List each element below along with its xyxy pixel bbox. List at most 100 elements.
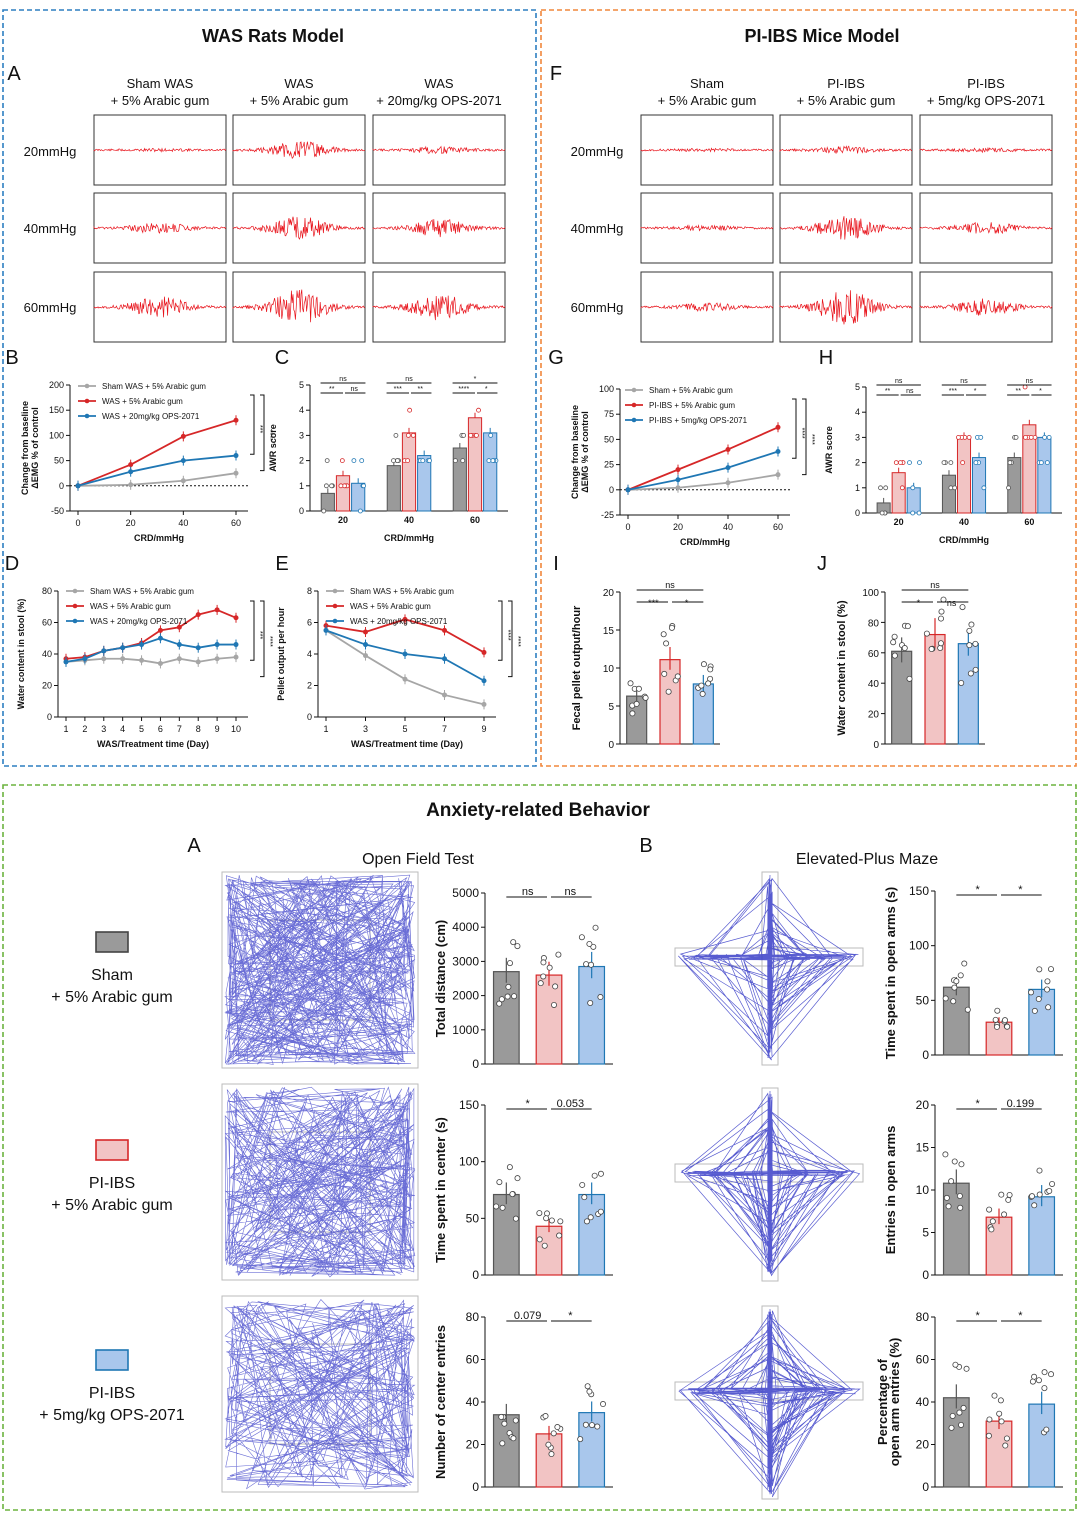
data-dot bbox=[488, 432, 494, 438]
group-label: + 5% Arabic gum bbox=[797, 93, 896, 108]
panel-letter: E bbox=[275, 553, 288, 575]
sig-label: 0.053 bbox=[557, 1098, 585, 1110]
y-tick-label: 20 bbox=[603, 588, 615, 599]
y-axis-label: ΔEMG % of control bbox=[580, 411, 590, 492]
data-dot bbox=[633, 700, 640, 707]
data-dot bbox=[907, 460, 912, 466]
chart-J: 0 20 40 60 80 100 Water content in stool (%) ns… bbox=[836, 580, 985, 751]
data-dot bbox=[588, 961, 595, 968]
data-point bbox=[481, 678, 487, 684]
data-dot bbox=[504, 993, 511, 1000]
sig-label: * bbox=[685, 598, 689, 608]
data-dot bbox=[699, 690, 706, 697]
epm-track bbox=[680, 1090, 861, 1277]
data-dot bbox=[1001, 1211, 1008, 1218]
panel-letter: B bbox=[639, 835, 652, 857]
y-tick-label: 100 bbox=[909, 939, 929, 953]
group-label: + 5% Arabic gum bbox=[250, 93, 349, 108]
x-tick-label: 3 bbox=[101, 724, 106, 734]
y-tick-label: 4 bbox=[855, 407, 860, 417]
data-dot bbox=[949, 1412, 956, 1419]
sig-label: * bbox=[1018, 884, 1023, 896]
data-point bbox=[176, 656, 182, 662]
data-point bbox=[363, 629, 368, 635]
data-dot bbox=[1041, 1385, 1048, 1392]
data-dot bbox=[405, 458, 411, 464]
data-point bbox=[442, 656, 447, 662]
y-tick-label: 10 bbox=[603, 664, 615, 675]
data-dot bbox=[1044, 460, 1050, 466]
data-dot bbox=[952, 485, 958, 491]
data-dot bbox=[1002, 1442, 1009, 1449]
data-dot bbox=[506, 960, 513, 967]
data-dot bbox=[453, 458, 458, 464]
data-dot bbox=[627, 680, 634, 687]
sig-label: *** bbox=[648, 598, 659, 608]
legend-label: WAS + 5% Arabic gum bbox=[350, 602, 431, 611]
sig-label: *** bbox=[256, 631, 263, 639]
data-dot bbox=[323, 483, 329, 489]
emg-trace bbox=[93, 296, 227, 318]
y-tick-label: 2 bbox=[855, 458, 860, 468]
data-point bbox=[442, 692, 447, 698]
open-field-track bbox=[224, 1086, 416, 1278]
data-point bbox=[402, 616, 408, 622]
data-dot bbox=[951, 1158, 958, 1165]
y-tick-label: 100 bbox=[862, 588, 879, 599]
x-tick-label: 60 bbox=[1024, 517, 1034, 527]
panel-letter: A bbox=[187, 835, 201, 857]
y-tick-label: 0 bbox=[855, 508, 860, 518]
legend-label: PI-IBS + 5mg/kg OPS-2071 bbox=[649, 416, 748, 425]
y-tick-label: 2 bbox=[299, 456, 304, 466]
data-point bbox=[363, 642, 368, 648]
data-point bbox=[481, 701, 487, 707]
data-dot bbox=[509, 1191, 516, 1198]
data-dot bbox=[958, 1421, 965, 1428]
data-dot bbox=[989, 1218, 996, 1225]
emg-trace bbox=[640, 147, 774, 153]
pressure-label: 40mmHg bbox=[24, 221, 77, 236]
data-dot bbox=[1007, 460, 1013, 466]
data-dot bbox=[506, 1164, 513, 1171]
epm-track bbox=[678, 1308, 861, 1498]
data-dot bbox=[536, 1210, 543, 1217]
group-label: PI-IBS bbox=[89, 1175, 135, 1192]
data-dot bbox=[512, 1417, 519, 1424]
series-line bbox=[65, 637, 236, 663]
data-dot bbox=[948, 1424, 955, 1431]
y-tick-label: 80 bbox=[916, 1310, 930, 1324]
data-point bbox=[180, 478, 186, 484]
y-tick-label: 20 bbox=[916, 1098, 930, 1112]
data-dot bbox=[948, 485, 954, 491]
data-dot bbox=[660, 631, 667, 638]
data-point bbox=[725, 465, 731, 471]
y-tick-label: 40 bbox=[466, 1395, 480, 1409]
data-dot bbox=[499, 1440, 506, 1447]
data-dot bbox=[899, 485, 905, 491]
legend-marker bbox=[631, 417, 637, 423]
data-dot bbox=[514, 943, 521, 950]
sig-label: * bbox=[976, 884, 981, 896]
data-dot bbox=[957, 1204, 964, 1211]
sig-label: **** bbox=[504, 630, 511, 641]
data-dot bbox=[883, 485, 889, 491]
group-label: Sham WAS bbox=[127, 76, 194, 91]
data-dot bbox=[1049, 1180, 1056, 1187]
data-dot bbox=[937, 645, 944, 652]
group-label: + 5% Arabic gum bbox=[51, 1197, 172, 1214]
data-dot bbox=[878, 485, 883, 491]
legend-label: Sham + 5% Arabic gum bbox=[649, 386, 733, 395]
group-label: WAS bbox=[424, 76, 453, 91]
data-point bbox=[63, 659, 69, 665]
legend-label: WAS + 5% Arabic gum bbox=[102, 397, 183, 406]
sig-label: ns bbox=[351, 386, 359, 393]
group-swatch bbox=[95, 1139, 129, 1161]
data-dot bbox=[996, 1410, 1003, 1417]
series-line bbox=[77, 472, 237, 487]
sig-label: *** bbox=[256, 425, 263, 433]
data-dot bbox=[357, 508, 363, 514]
data-dot bbox=[940, 596, 947, 603]
data-point bbox=[195, 659, 201, 665]
y-tick-label: 5000 bbox=[452, 886, 479, 900]
data-dot bbox=[923, 630, 930, 637]
